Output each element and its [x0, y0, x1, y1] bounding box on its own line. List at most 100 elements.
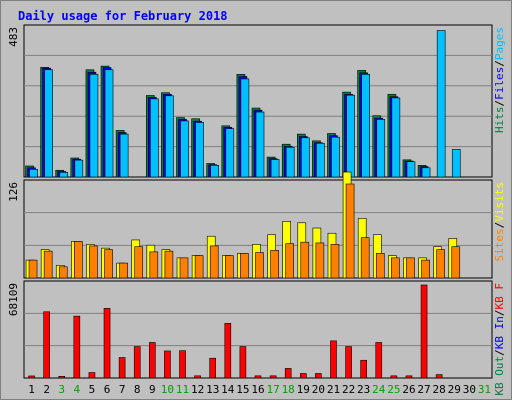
bar-kb-f-day-6	[103, 308, 111, 379]
legend-entry: /	[493, 100, 506, 107]
bar-pages-day-20	[316, 142, 325, 178]
x-tick-label-11: 11	[176, 383, 189, 396]
bar-pages-day-3	[59, 172, 69, 178]
bar-kb-f-day-18	[284, 368, 292, 379]
bar-kb-f-day-9	[149, 342, 156, 379]
bar-kb-f-day-11	[179, 350, 186, 379]
bar-kb-f-day-5	[88, 372, 96, 379]
bar-pages-day-10	[165, 95, 174, 178]
bar-pages-day-6	[104, 69, 114, 178]
legend-entry: Pages	[493, 27, 506, 60]
bar-sites-day-23	[360, 237, 370, 279]
legend-entry: Hits	[493, 107, 506, 134]
bar-kb-f-day-20	[315, 373, 322, 379]
series-sites	[28, 183, 461, 279]
x-tick-label-7: 7	[119, 383, 126, 396]
bar-kb-f-day-1	[28, 375, 35, 379]
bar-kb-f-day-28	[435, 374, 443, 379]
bar-pages-day-1	[29, 169, 38, 178]
bar-sites-day-29	[451, 246, 461, 279]
bar-pages-day-28	[436, 30, 446, 178]
bar-kb-f-day-7	[118, 357, 126, 379]
bar-sites-day-28	[436, 249, 445, 279]
bar-pages-day-22	[346, 94, 355, 178]
x-tick-label-25: 25	[387, 383, 400, 396]
x-tick-label-2: 2	[43, 383, 50, 396]
bar-kb-f-day-14	[224, 323, 232, 379]
bar-sites-day-24	[375, 253, 385, 279]
bar-sites-day-16	[255, 252, 264, 279]
x-tick-label-10: 10	[161, 383, 174, 396]
bar-kb-f-day-16	[254, 375, 262, 379]
bar-kb-f-day-10	[164, 350, 171, 379]
bar-sites-day-26	[406, 257, 415, 279]
x-tick-label-5: 5	[89, 383, 96, 396]
bar-pages-day-4	[74, 159, 84, 178]
bar-kb-f-day-17	[269, 375, 277, 379]
bar-sites-day-13	[209, 245, 219, 279]
bar-pages-day-14	[225, 128, 235, 178]
series-pages	[29, 30, 461, 178]
x-tick-label-13: 13	[206, 383, 219, 396]
chart-title: Daily usage for February 2018	[18, 9, 228, 23]
bar-kb-f-day-8	[133, 346, 141, 379]
bar-pages-day-16	[255, 111, 265, 178]
bar-pages-day-21	[331, 136, 340, 178]
axis-legend-3: KB Out/KB In/KB F	[493, 283, 506, 396]
bar-pages-day-26	[406, 161, 416, 178]
bar-kb-f-day-26	[405, 375, 413, 379]
bar-pages-day-29	[451, 149, 461, 178]
x-tick-label-17: 17	[266, 383, 279, 396]
x-tick-label-8: 8	[134, 383, 141, 396]
legend-entry: /	[493, 222, 506, 229]
legend-entry: Visits	[493, 182, 506, 222]
bar-kb-f-day-13	[209, 357, 217, 379]
legend-entry: Sites	[493, 228, 506, 261]
legend-entry: /	[493, 349, 506, 356]
x-tick-label-14: 14	[221, 383, 235, 396]
bar-sites-day-3	[58, 266, 68, 279]
bar-kb-f-day-25	[390, 375, 398, 379]
panels-layer: 483Hits/Files/Pages126Sites/Visits68109K…	[7, 24, 506, 396]
panel-2: 126 Sites/Visits	[7, 171, 506, 279]
bar-pages-day-15	[240, 78, 250, 178]
x-tick-label-4: 4	[74, 383, 81, 396]
bar-kb-f-day-3	[58, 376, 66, 379]
bar-pages-day-24	[376, 119, 386, 178]
panel-3: 68109 KB Out/KB In/KB F	[7, 280, 506, 396]
bar-pages-day-25	[391, 97, 401, 178]
bar-sites-day-7	[119, 262, 128, 279]
bar-pages-day-27	[421, 167, 431, 178]
axis-legend-1: Hits/Files/Pages	[493, 27, 506, 133]
bar-sites-day-11	[179, 257, 189, 279]
y-max-label: 126	[7, 182, 20, 202]
bar-pages-day-17	[270, 159, 280, 178]
legend-entry: /	[493, 310, 506, 317]
y-max-label: 68109	[7, 283, 20, 316]
legend-entry: KB F	[493, 283, 506, 310]
x-tick-label-19: 19	[297, 383, 310, 396]
x-tick-label-28: 28	[433, 383, 446, 396]
x-tick-label-23: 23	[357, 383, 370, 396]
bar-sites-day-20	[315, 242, 325, 279]
bar-pages-day-11	[180, 120, 189, 178]
y-max-label: 483	[7, 27, 20, 47]
bar-sites-day-5	[89, 245, 98, 279]
x-tick-label-27: 27	[417, 383, 430, 396]
bar-sites-day-25	[391, 257, 400, 279]
x-tick-label-22: 22	[342, 383, 355, 396]
x-tick-label-21: 21	[327, 383, 340, 396]
bar-pages-day-2	[44, 69, 53, 178]
bar-pages-day-19	[300, 137, 310, 178]
bar-sites-day-9	[149, 251, 159, 279]
x-tick-label-18: 18	[282, 383, 295, 396]
x-tick-label-24: 24	[372, 383, 386, 396]
x-tick-label-1: 1	[28, 383, 35, 396]
x-tick-label-6: 6	[104, 383, 111, 396]
x-tick-label-3: 3	[58, 383, 65, 396]
bar-sites-day-22	[345, 183, 355, 279]
bar-sites-day-1	[28, 259, 38, 279]
bar-kb-f-day-22	[345, 346, 352, 379]
